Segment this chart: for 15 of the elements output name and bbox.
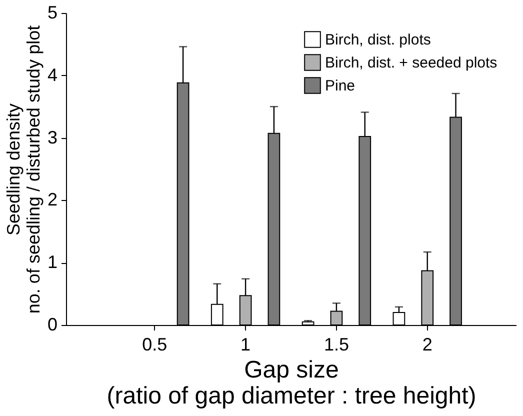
y-tick-label: 0 [47, 314, 58, 334]
x-axis-title: Gap size (ratio of gap diameter : tree height) [106, 356, 476, 410]
x-tick-label: 1 [240, 334, 251, 354]
y-tick-label: 3 [47, 127, 58, 148]
legend-label: Pine [325, 78, 356, 94]
x-tick-label: 0.5 [142, 334, 168, 354]
y-tick-label: 1 [47, 252, 58, 272]
x-tick-label: 2 [422, 334, 432, 354]
y-tick-label: 4 [47, 64, 58, 85]
y-tick-label: 5 [47, 2, 58, 22]
x-tick-label: 1.5 [324, 334, 349, 354]
legend-label: Birch, dist. + seeded plots [325, 54, 498, 72]
y-axis-title: Seedling density no. of seedling / disturbed study plot [3, 25, 44, 314]
legend-label: Birch, dist. plots [325, 32, 431, 48]
y-tick-label: 2 [47, 190, 58, 210]
